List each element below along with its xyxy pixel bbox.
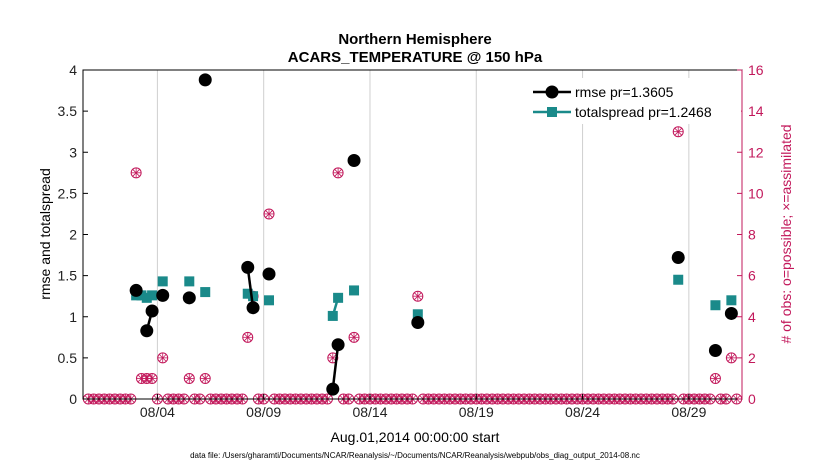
rmse-point	[411, 316, 425, 330]
totalspread-point	[184, 276, 195, 287]
rmse-point	[347, 153, 361, 167]
totalspread-point	[264, 295, 275, 306]
obs-count-marker	[263, 208, 275, 220]
totalspread-point	[333, 292, 344, 303]
rmse-point	[724, 306, 738, 320]
obs-count-marker	[146, 372, 158, 384]
obs-count-layer	[82, 126, 743, 405]
x-tick-label: 08/04	[140, 404, 175, 420]
y-tick-label: 2.5	[58, 185, 78, 201]
y2-tick-label: 4	[748, 309, 756, 325]
rmse-point	[708, 343, 722, 357]
y-tick-label: 2	[69, 227, 77, 243]
chart-subtitle: ACARS_TEMPERATURE @ 150 hPa	[288, 49, 543, 66]
y-tick-label: 4	[69, 62, 77, 78]
legend-spread-marker	[547, 107, 557, 117]
rmse-point	[262, 267, 276, 281]
y2-axis-label: # of obs: o=possible; ×=assimilated	[778, 124, 794, 343]
totalspread-point	[327, 310, 338, 321]
obs-count-marker	[130, 167, 142, 179]
rmse-point	[241, 260, 255, 274]
totalspread-point	[141, 292, 152, 303]
obs-count-marker	[199, 372, 211, 384]
rmse-point	[129, 283, 143, 297]
obs-count-marker	[672, 126, 684, 138]
chart-title: Northern Hemisphere	[338, 31, 491, 48]
rmse-point	[331, 338, 345, 352]
totalspread-point	[349, 285, 360, 296]
x-tick-label: 08/09	[246, 404, 281, 420]
y-tick-label: 1.5	[58, 268, 78, 284]
y2-tick-label: 8	[748, 227, 756, 243]
rmse-point	[198, 73, 212, 87]
legend: rmse pr=1.3605 totalspread pr=1.2468	[527, 78, 741, 124]
series-layer	[129, 73, 738, 396]
totalspread-point	[136, 290, 147, 301]
y2-tick-label: 10	[748, 185, 764, 201]
y2-tick-label: 16	[748, 62, 764, 78]
obs-count-marker	[709, 372, 721, 384]
totalspread-point	[726, 295, 737, 306]
rmse-point	[246, 301, 260, 315]
totalspread-point	[248, 291, 259, 302]
x-tick-label: 08/29	[671, 404, 706, 420]
legend-rmse-label: rmse pr=1.3605	[575, 84, 674, 100]
series-line-rmse	[331, 344, 340, 390]
obs-count-marker	[332, 167, 344, 179]
obs-count-marker	[725, 352, 737, 364]
obs-count-marker	[183, 372, 195, 384]
y2-tick-label: 12	[748, 144, 764, 160]
y-tick-label: 3	[69, 144, 77, 160]
footer-data-file: data file: /Users/gharamti/Documents/NCA…	[190, 451, 640, 460]
totalspread-point	[673, 274, 684, 285]
totalspread-point	[147, 290, 158, 301]
series-line-rmse	[246, 267, 255, 308]
y2-tick-label: 6	[748, 268, 756, 284]
rmse-point	[326, 382, 340, 396]
rmse-point	[140, 324, 154, 338]
obs-count-marker	[242, 331, 254, 343]
obs-count-marker	[157, 352, 169, 364]
rmse-point	[182, 291, 196, 305]
legend-spread-label: totalspread pr=1.2468	[575, 104, 712, 120]
x-axis-label: Aug.01,2014 00:00:00 start	[331, 429, 500, 445]
grid-layer	[156, 70, 690, 399]
totalspread-point	[412, 309, 423, 320]
x-tick-label: 08/24	[565, 404, 600, 420]
x-tick-label: 08/14	[352, 404, 387, 420]
obs-count-marker	[412, 290, 424, 302]
y-tick-label: 1	[69, 309, 77, 325]
totalspread-point	[710, 300, 721, 311]
y2-tick-label: 2	[748, 350, 756, 366]
axes-layer: 0 0.5 1 1.5 2 2.5 3 3.5 4 0 2 4 6 8 10 12 14 16 08/04 08/09…	[58, 62, 764, 420]
rmse-point	[671, 251, 685, 265]
totalspread-point	[157, 276, 168, 287]
y2-tick-label: 0	[748, 391, 756, 407]
totalspread-point	[200, 287, 211, 298]
x-tick-label: 08/19	[459, 404, 494, 420]
totalspread-point	[242, 288, 253, 299]
y-tick-label: 0	[69, 391, 77, 407]
y2-tick-label: 14	[748, 103, 764, 119]
y-tick-label: 3.5	[58, 103, 78, 119]
obs-count-marker	[348, 331, 360, 343]
legend-box	[527, 78, 741, 124]
legend-rmse-marker	[545, 85, 559, 99]
y-axis-label: rmse and totalspread	[37, 168, 53, 300]
y-tick-label: 0.5	[58, 350, 78, 366]
rmse-point	[145, 304, 159, 318]
rmse-point	[156, 288, 170, 302]
